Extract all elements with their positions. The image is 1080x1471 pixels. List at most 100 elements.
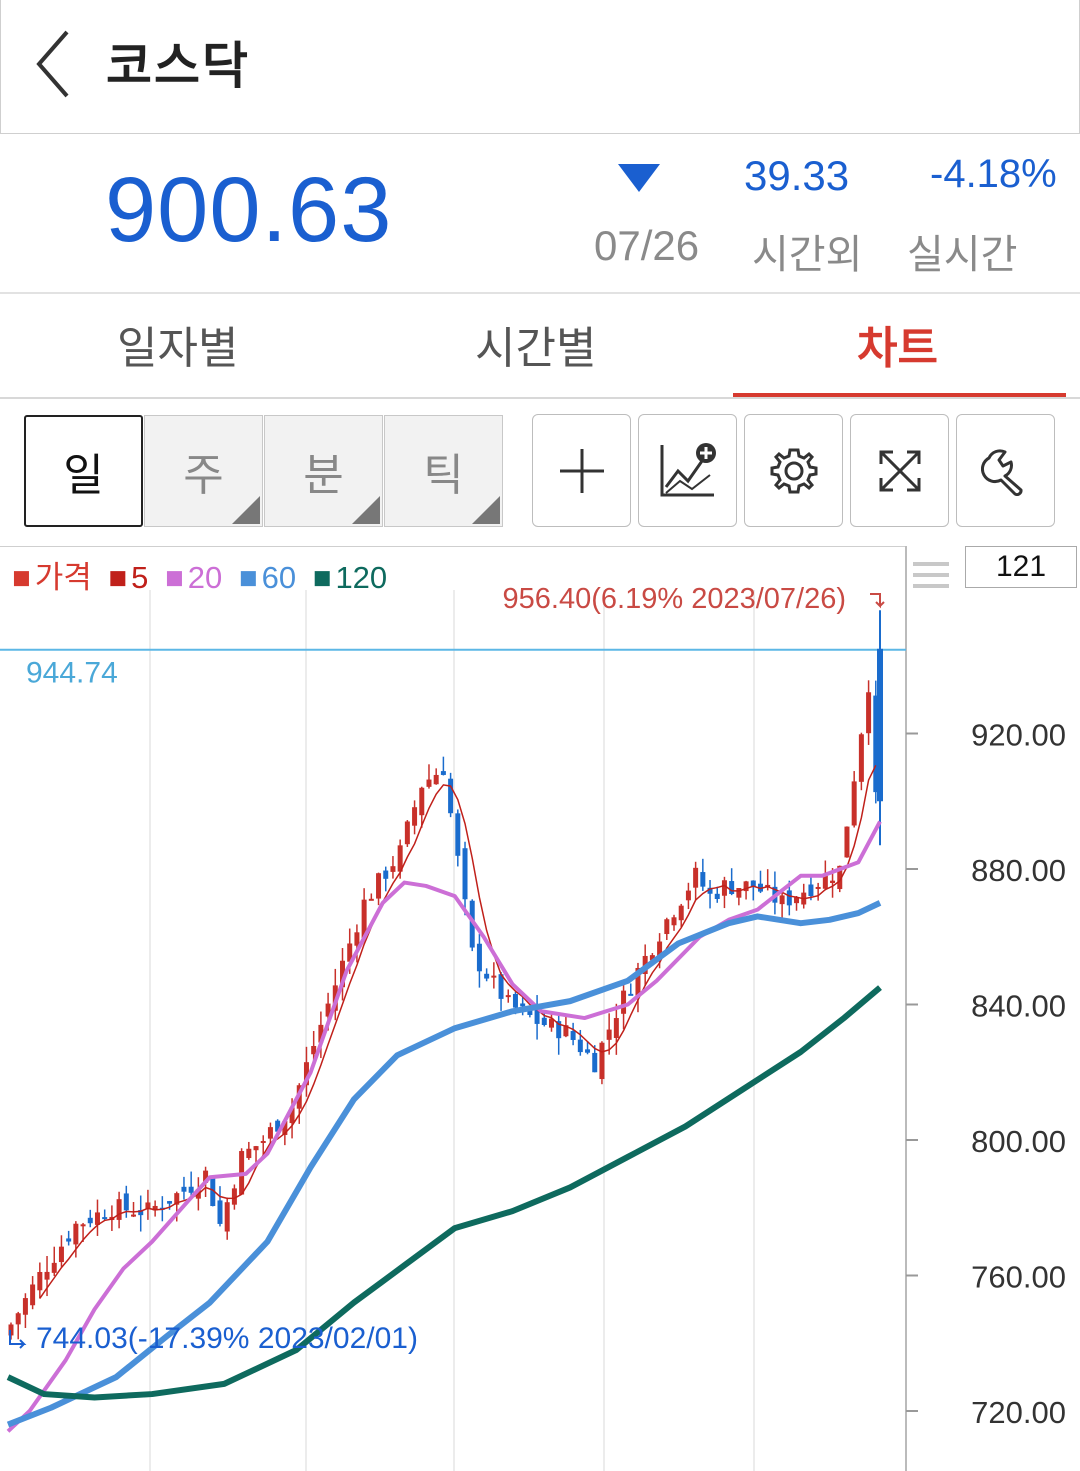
tab-hourly[interactable]: 시간별 bbox=[475, 323, 597, 374]
candle-body bbox=[685, 890, 691, 901]
legend-ma5: ■ 5 bbox=[108, 560, 149, 595]
low-arrow-icon bbox=[9, 1330, 27, 1349]
candle-body bbox=[15, 1313, 21, 1325]
gear-icon bbox=[770, 448, 817, 493]
candle-body bbox=[116, 1199, 122, 1220]
candle-body bbox=[181, 1186, 187, 1192]
candle-body bbox=[267, 1127, 273, 1139]
candle-body bbox=[66, 1238, 72, 1242]
candle-body bbox=[563, 1025, 569, 1037]
candle-body bbox=[347, 943, 353, 962]
candle-body bbox=[613, 1018, 619, 1039]
candle-body bbox=[837, 865, 843, 890]
candle-body bbox=[815, 886, 821, 889]
period-minute-button[interactable]: 분 bbox=[264, 415, 383, 527]
candle-body bbox=[22, 1298, 28, 1315]
candle-body bbox=[340, 960, 346, 988]
candle-body bbox=[123, 1193, 129, 1211]
active-tab-indicator bbox=[733, 393, 1066, 398]
tools-button[interactable] bbox=[956, 414, 1055, 527]
candle-body bbox=[750, 880, 756, 888]
tab-chart[interactable]: 차트 bbox=[857, 323, 938, 374]
candle-body bbox=[498, 974, 504, 999]
candle-body bbox=[678, 905, 684, 921]
candle-body bbox=[599, 1042, 605, 1080]
change-rate: -4.18% bbox=[930, 152, 1057, 196]
divider bbox=[0, 292, 1080, 294]
dropdown-corner-icon bbox=[352, 496, 380, 524]
period-week-button[interactable]: 주 bbox=[144, 415, 263, 527]
index-price: 900.63 bbox=[105, 159, 393, 261]
high-annotation: 956.40(6.19% 2023/07/26) bbox=[503, 583, 846, 615]
fullscreen-button[interactable] bbox=[850, 414, 949, 527]
period-tick-button[interactable]: 틱 bbox=[384, 415, 503, 527]
candle-body bbox=[131, 1214, 137, 1217]
candle-body bbox=[224, 1202, 230, 1232]
ma5-line bbox=[39, 764, 877, 1299]
candle-body bbox=[830, 880, 836, 884]
candle-body bbox=[714, 893, 720, 900]
candle-body bbox=[707, 887, 713, 894]
candle-body bbox=[873, 695, 879, 793]
after-hours-label: 시간외 bbox=[752, 232, 863, 278]
candle-body bbox=[87, 1217, 93, 1224]
candle-body bbox=[174, 1193, 180, 1205]
ma20-line bbox=[6, 820, 882, 1433]
candle-body bbox=[693, 867, 699, 888]
candle-body bbox=[866, 692, 872, 734]
page-title: 코스닥 bbox=[106, 37, 250, 95]
crosshair-button[interactable] bbox=[532, 414, 631, 527]
candle-body bbox=[729, 881, 735, 895]
candle-body bbox=[743, 881, 749, 892]
add-indicator-button[interactable] bbox=[638, 414, 737, 527]
candle-body bbox=[779, 895, 785, 905]
legend-price: ■ 가격 bbox=[12, 560, 92, 595]
candle-body bbox=[37, 1272, 43, 1291]
candle-body bbox=[541, 1017, 547, 1025]
period-tick-label: 틱 bbox=[423, 450, 464, 501]
candle-body bbox=[671, 917, 677, 926]
ma60-line bbox=[6, 900, 882, 1428]
wrench-icon bbox=[980, 448, 1022, 496]
app-header: 코스닥 bbox=[0, 0, 1080, 134]
period-minute-label: 분 bbox=[303, 450, 344, 501]
high-arrow-icon bbox=[870, 593, 885, 609]
tab-daily[interactable]: 일자별 bbox=[117, 323, 239, 374]
candle-body bbox=[520, 1003, 526, 1007]
price-chart[interactable]: 920.00 880.00 840.00 800.00 760.00 720.00 944.… bbox=[0, 546, 1080, 1471]
candle-body bbox=[354, 932, 360, 946]
candle-body bbox=[80, 1224, 86, 1227]
candle-body bbox=[822, 874, 828, 889]
candle-count-box[interactable]: 121 bbox=[965, 546, 1077, 588]
candle-body bbox=[44, 1271, 50, 1280]
settings-button[interactable] bbox=[744, 414, 843, 527]
ma120-line bbox=[6, 985, 882, 1401]
y-tick-label: 920.00 bbox=[971, 718, 1066, 753]
candle-body bbox=[275, 1120, 281, 1132]
realtime-label: 실시간 bbox=[907, 232, 1018, 278]
candle-body bbox=[167, 1201, 173, 1204]
candle-body bbox=[152, 1205, 158, 1211]
candle-body bbox=[260, 1140, 266, 1143]
candle-body bbox=[462, 848, 468, 900]
candle-body bbox=[858, 734, 864, 782]
candle-body bbox=[570, 1031, 576, 1040]
period-day-button[interactable]: 일 bbox=[24, 415, 143, 527]
candle-body bbox=[635, 967, 641, 997]
candle-body bbox=[592, 1052, 598, 1073]
candle-body bbox=[8, 1324, 14, 1336]
menu-icon[interactable] bbox=[913, 562, 949, 588]
current-value-label: 944.74 bbox=[26, 657, 118, 690]
candle-body bbox=[325, 1003, 331, 1017]
candle-body bbox=[548, 1018, 554, 1028]
candle-body bbox=[138, 1210, 144, 1216]
candle-body bbox=[289, 1107, 295, 1124]
candle-body bbox=[217, 1200, 223, 1224]
candle-body bbox=[404, 821, 410, 845]
add-indicator-icon bbox=[660, 442, 716, 496]
legend-ma60: ■ 60 bbox=[238, 560, 297, 595]
y-tick-label: 760.00 bbox=[971, 1260, 1066, 1295]
chevron-left-icon[interactable] bbox=[31, 26, 81, 102]
chart-legend: ■ 가격 ■ 5 ■ 20 ■ 60 ■ 120 bbox=[12, 552, 395, 597]
candle-body bbox=[649, 955, 655, 961]
